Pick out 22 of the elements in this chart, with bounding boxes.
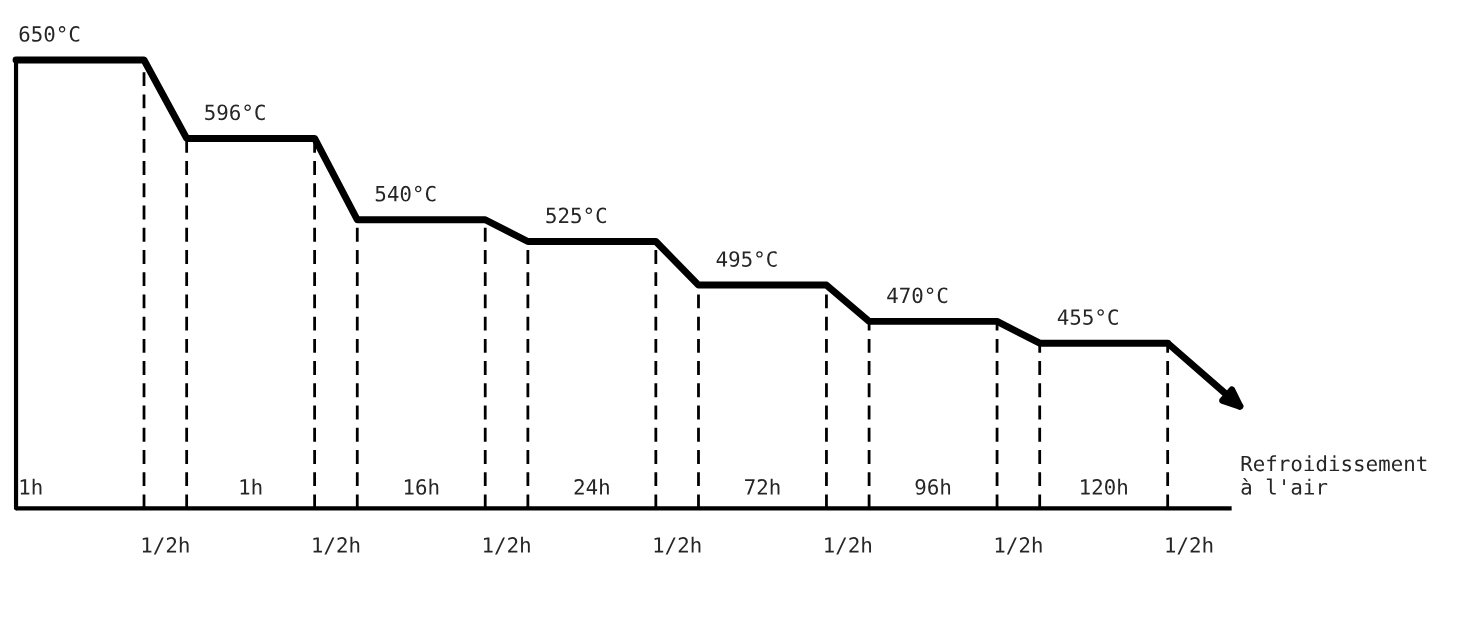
category-label: 120h — [1081, 478, 1127, 495]
category-label: 24h — [574, 478, 609, 495]
data-label: 455°C — [1057, 309, 1118, 325]
category-label: 1/2h — [483, 536, 530, 555]
data-label: 470°C — [887, 287, 948, 304]
data-label: 525°C — [546, 207, 607, 224]
data-label: 596°C — [205, 104, 265, 121]
category-label: 1/2h — [654, 536, 701, 555]
category-label: 1/2h — [825, 536, 872, 555]
data-label: 650°C — [19, 26, 80, 42]
category-label: 96h — [915, 478, 951, 495]
category-label: 1h — [20, 478, 42, 495]
category-label: 72h — [745, 478, 780, 495]
text: Refroidissement à l'air — [1241, 455, 1427, 495]
data-label: 540°C — [375, 185, 436, 202]
category-label: 1h — [240, 478, 262, 495]
category-label: 16h — [404, 478, 439, 495]
category-label: 1/2h — [1166, 536, 1213, 555]
data-label: 495°C — [716, 251, 777, 267]
category-label: 1/2h — [995, 536, 1042, 555]
category-label: 1/2h — [313, 536, 360, 555]
category-label: 1/2h — [142, 536, 189, 555]
